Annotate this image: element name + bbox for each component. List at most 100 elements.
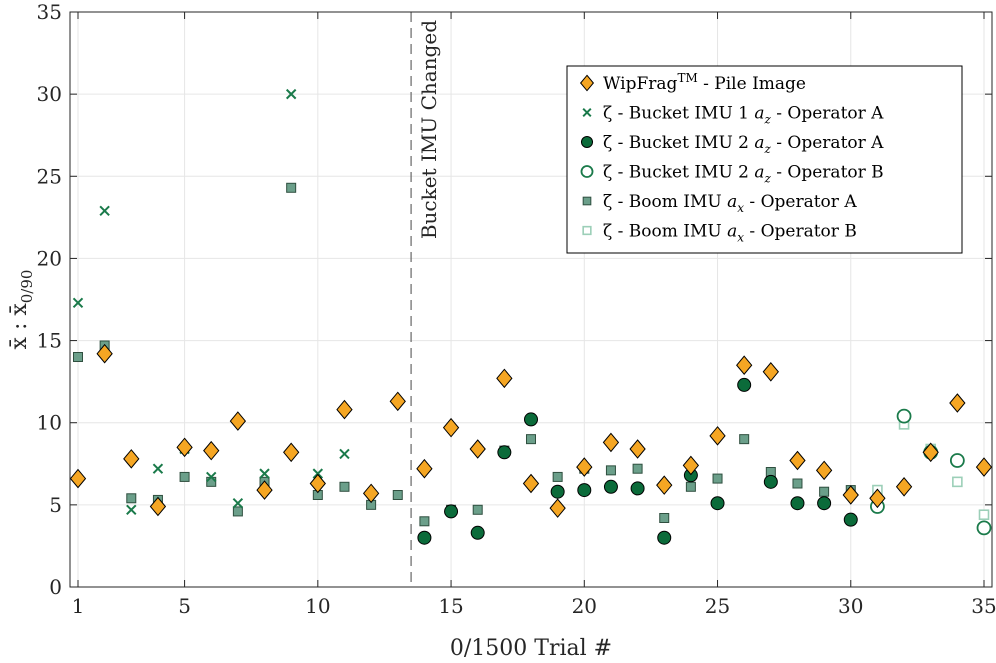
data-point-filled-square [792,478,803,489]
data-point-filled-circle [444,504,459,519]
legend-label-text: - Pile Image [698,74,806,94]
legend-label-subscript: x [737,201,744,215]
data-point-filled-circle [470,525,485,540]
series-diamond [69,343,993,518]
legend-label-text: - Operator A [771,104,884,124]
data-point-x [285,88,297,100]
data-point-filled-circle [603,479,618,494]
series-open-square [872,419,990,521]
data-point-diamond [336,399,353,420]
data-point-x [259,468,270,479]
x-tick-label: 10 [305,594,330,618]
x-tick-label: 35 [971,594,996,618]
legend-label: ζ - Boom IMU ax - Operator A [603,192,857,215]
legend-label-text: - Operator A [771,133,884,153]
legend-marker-diamond [579,74,595,92]
legend-label: ζ - Bucket IMU 2 az - Operator B [603,163,884,186]
legend-label: ζ - Bucket IMU 2 az - Operator A [603,133,884,156]
data-point-diamond [176,437,193,458]
data-point-diamond [869,488,886,509]
data-point-filled-square [339,481,350,492]
data-point-diamond [895,477,913,497]
data-point-x [206,471,217,483]
legend-label-text: WipFrag [603,74,678,94]
legend-label-text: ζ - Bucket IMU 1 [603,104,754,124]
data-point-filled-square [419,516,430,527]
data-point-filled-circle [550,484,565,499]
legend-box [566,65,963,254]
legend-label-text: ζ - Boom IMU [603,192,727,212]
y-tick-label: 5 [49,493,62,517]
data-point-diamond [69,468,87,489]
data-point-filled-square [605,465,616,476]
data-point-diamond [922,442,939,463]
data-point-open-circle [976,520,992,536]
data-point-x [126,504,137,515]
legend-label-subscript: x [737,231,744,245]
legend-label-text: ζ - Bucket IMU 2 [603,133,754,153]
annotation-layer: Bucket IMU Changed [410,12,441,587]
data-point-diamond [123,449,140,469]
y-tick-label: 20 [37,246,62,270]
data-point-open-square [952,476,963,488]
data-point-diamond [522,473,540,494]
y-tick-label: 10 [37,411,62,435]
data-point-filled-square [739,434,750,445]
data-point-diamond [629,439,646,459]
x-tick-label: 1 [72,594,85,618]
legend-label-subscript: z [764,113,772,127]
bucket-imu-changed-label: Bucket IMU Changed [417,20,441,239]
data-point-filled-circle [497,445,512,460]
data-point-filled-circle [763,474,778,489]
data-point-diamond [789,450,806,471]
x-axis-title: 0/1500 Trial # [450,636,612,661]
data-point-filled-square [526,434,536,445]
legend-marker-x [582,107,592,118]
data-point-diamond [656,475,673,495]
data-point-diamond [96,343,113,364]
legend-label-text: - Operator B [771,163,884,183]
data-point-diamond [416,458,433,479]
legend-label-variable: a [754,133,764,153]
legend-label-text: - Operator B [744,222,857,242]
data-point-diamond [362,483,380,504]
data-point-filled-square [552,471,563,482]
data-point-diamond [149,496,167,517]
data-point-open-circle [949,453,965,468]
data-point-filled-circle [657,530,672,545]
data-point-diamond [602,432,620,453]
plot-frame [69,11,993,588]
y-axis-title-main: x̄ : x̄ [7,303,32,350]
legend-marker-filled-circle [580,135,594,149]
legend-label-variable: a [727,192,737,212]
data-points [69,88,993,545]
y-axis-title: x̄ : x̄0/90 [7,270,36,350]
axes [69,11,993,588]
legend: WipFragTM - Pile Image ζ - Bucket IMU 1 a… [566,65,963,254]
data-point-x [152,463,164,474]
data-point-diamond [229,411,247,431]
data-point-filled-square [685,481,696,492]
data-point-diamond [469,439,486,459]
data-point-filled-circle [524,412,538,427]
data-point-filled-circle [843,512,858,527]
y-tick-label: 35 [37,0,62,24]
data-point-filled-square [712,473,723,484]
data-point-filled-square [472,504,483,515]
legend-label-variable: a [754,163,764,183]
data-point-x [312,468,324,479]
data-point-diamond [389,391,406,412]
x-tick-label: 5 [178,594,191,618]
legend-label: ζ - Boom IMU ax - Operator B [603,222,857,245]
y-tick-label: 25 [37,164,62,188]
data-point-x [339,448,350,460]
data-point-diamond [442,417,460,438]
data-point-diamond [709,426,726,446]
data-point-diamond [283,442,300,463]
legend-label-superscript: TM [677,71,697,85]
data-point-x [99,205,110,216]
legend-label-text: ζ - Bucket IMU 2 [603,163,754,183]
data-point-diamond [496,368,513,389]
